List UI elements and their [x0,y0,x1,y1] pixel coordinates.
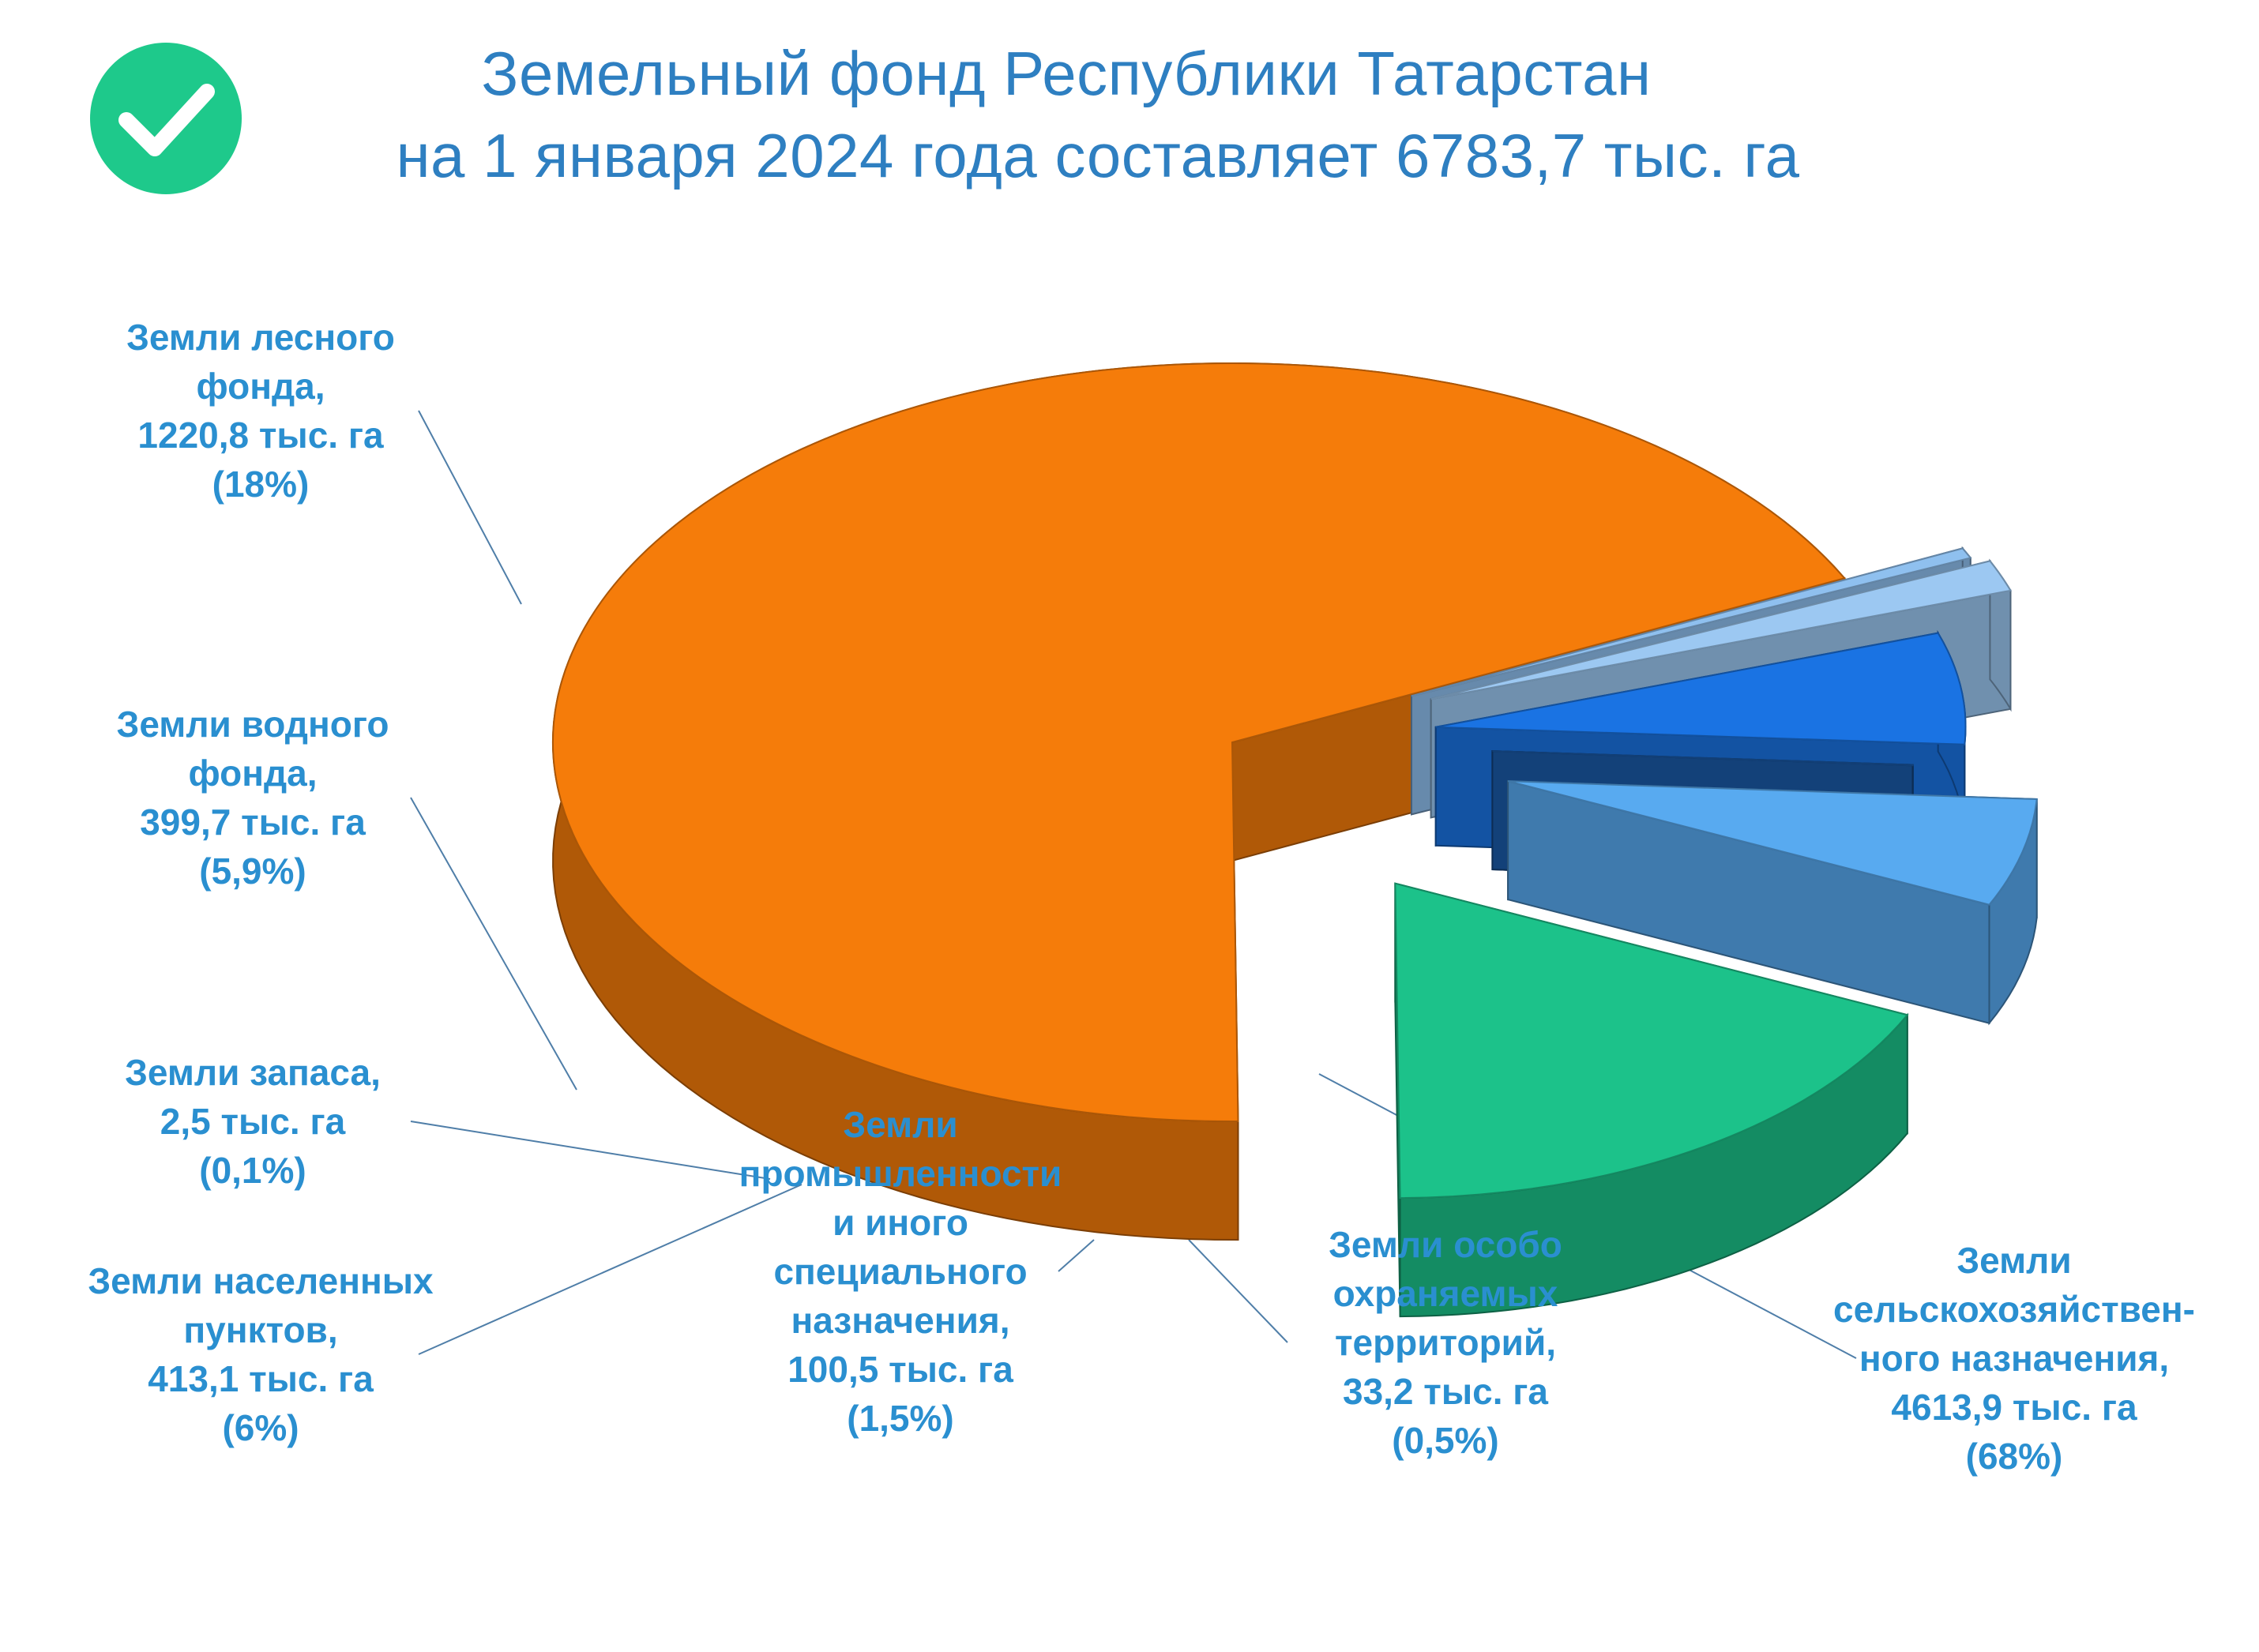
leader-line-protected [1188,1239,1288,1343]
slice-label-line: 399,7 тыс. га [140,802,366,843]
slice-top-protected [1411,547,1972,697]
slice-label-line: 100,5 тыс. га [787,1349,1013,1390]
leader-line-forest [418,410,522,605]
slice-label-water: Земли водного фонда, 399,7 тыс. га (5,9%) [32,700,474,895]
slice-label-line: сельскохозяйствен- [1832,1289,2195,1330]
slice-label-line: (18%) [212,464,310,505]
slice-label-line: (1,5%) [847,1398,954,1439]
leader-line-water [410,797,577,1091]
slice-label-settlements: Земли населенных пунктов, 413,1 тыс. га (6%… [39,1256,482,1452]
slice-label-line: 33,2 тыс. га [1342,1371,1548,1412]
leader-line-reserve [410,1121,771,1180]
slice-top-reserve [1492,750,1914,767]
slice-label-line: Земли [1956,1240,2072,1281]
slice-label-line: ного назначения, [1859,1338,2170,1379]
leader-line-industry [1058,1239,1095,1272]
slice-label-line: фонда, [188,753,318,794]
slice-label-line: и иного [833,1202,968,1243]
slice-label-line: территорий, [1334,1322,1557,1363]
slice-label-agri: Земли сельскохозяйствен-ного назначения, 4… [1793,1236,2235,1481]
slice-label-line: специального [773,1251,1028,1292]
slice-top-agri [552,362,1847,1122]
slice-label-protected: Земли особо охраняемых территорий, 33,2 тыс… [1224,1220,1667,1465]
slice-label-line: пунктов, [183,1309,338,1350]
chart-title-line-1: Земельный фонд Республики Татарстан [481,39,1652,108]
slice-label-line: Земли населенных [88,1260,434,1301]
leader-line-settlements [418,1184,802,1355]
slice-label-line: охраняемых [1332,1273,1558,1314]
slice-label-line: 1220,8 тыс. га [137,415,384,456]
slice-label-line: фонда, [196,366,325,407]
slice-label-line: (68%) [1965,1436,2063,1477]
slice-label-line: (5,9%) [199,850,306,892]
pie-slice-water [1507,779,2038,1026]
slice-label-line: (0,1%) [199,1150,306,1191]
slice-label-line: промышленности [739,1153,1062,1194]
slice-label-line: Земли водного [116,704,389,745]
slice-label-line: 2,5 тыс. га [160,1101,346,1142]
slice-label-line: (0,5%) [1392,1420,1499,1461]
slice-top-forest [1394,882,1909,1200]
slice-label-reserve: Земли запаса, 2,5 тыс. га (0,1%) [32,1048,474,1195]
slice-top-industry [1430,560,2013,700]
slice-top-settlements [1435,632,1967,745]
slice-label-line: Земли [843,1104,958,1145]
slice-label-line: назначения, [791,1300,1010,1341]
slice-label-line: Земли запаса, [125,1052,381,1093]
slice-label-line: (6%) [222,1407,299,1448]
slice-label-forest: Земли лесного фонда, 1220,8 тыс. га (18%) [39,313,482,509]
pie-slice-forest [1394,882,1909,1318]
slice-top-water [1507,780,2038,906]
check-circle-icon [90,43,242,194]
slice-label-line: 413,1 тыс. га [148,1358,374,1399]
slice-label-line: Земли лесного [126,317,395,358]
pie-slices [552,362,2038,1318]
slice-label-industry: Земли промышленности и иного специального на… [679,1100,1122,1443]
chart-title-line-2: на 1 января 2024 года составляет 6783,7 … [396,121,1800,190]
slice-label-line: 4613,9 тыс. га [1891,1387,2137,1428]
slice-label-line: Земли особо [1329,1224,1562,1265]
